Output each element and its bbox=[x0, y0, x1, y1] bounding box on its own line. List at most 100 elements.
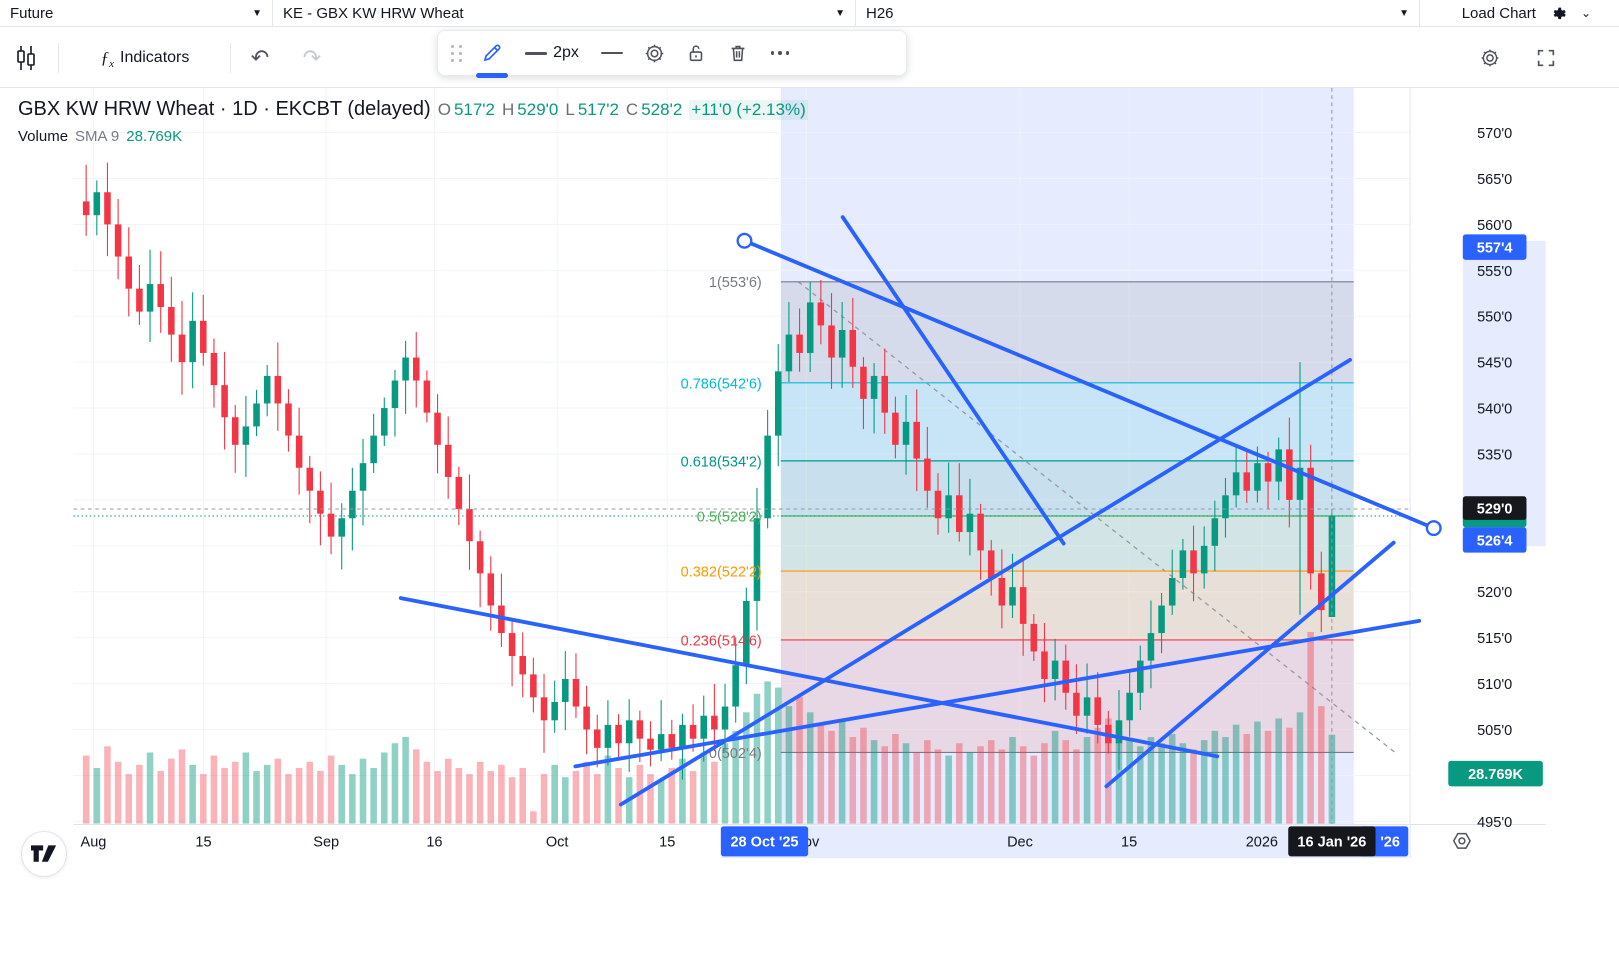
price-axis[interactable] bbox=[1410, 88, 1546, 890]
price-tick-label: 550'0 bbox=[1477, 310, 1512, 326]
volume-bar bbox=[136, 764, 143, 824]
chart-settings-gear-icon[interactable] bbox=[1550, 5, 1567, 22]
volume-bar bbox=[902, 743, 910, 824]
candle bbox=[828, 325, 835, 358]
price-badge-label: 557'4 bbox=[1477, 241, 1513, 257]
more-options-button[interactable] bbox=[760, 34, 800, 72]
volume-bar bbox=[1062, 740, 1070, 824]
price-badge-label: 28.769K bbox=[1468, 767, 1523, 783]
price-axis-badge bbox=[1462, 234, 1527, 260]
candle bbox=[104, 192, 111, 225]
price-tick-label: 535'0 bbox=[1477, 447, 1512, 463]
symbol-title[interactable]: GBX KW HRW Wheat · 1D · EKCBT (delayed) bbox=[18, 98, 431, 120]
volume-bar bbox=[668, 767, 676, 824]
candle bbox=[1168, 577, 1176, 606]
time-tick-label: 2026 bbox=[1246, 834, 1278, 850]
tradingview-logo[interactable] bbox=[21, 831, 67, 877]
drag-handle[interactable] bbox=[444, 34, 470, 72]
candle bbox=[753, 518, 761, 601]
volume-bar bbox=[1019, 746, 1027, 824]
volume-bar bbox=[1232, 724, 1240, 824]
price-axis-badge bbox=[1448, 760, 1543, 787]
redo-button[interactable]: ↷ bbox=[302, 44, 322, 70]
chevron-down-icon[interactable]: ⌄ bbox=[1580, 6, 1591, 20]
load-chart-button[interactable]: Load Chart bbox=[1461, 4, 1536, 22]
trendline[interactable] bbox=[1104, 540, 1396, 789]
indicators-button[interactable]: ƒx Indicators bbox=[100, 47, 190, 70]
price-tick-label: 510'0 bbox=[1477, 677, 1512, 693]
instrument-type-dropdown[interactable]: Future ▼ bbox=[0, 0, 272, 26]
divider bbox=[58, 43, 59, 73]
close-value: 528'2 bbox=[641, 100, 683, 119]
volume-bar bbox=[1264, 730, 1272, 824]
candle bbox=[711, 715, 718, 730]
delete-drawing-button[interactable] bbox=[718, 34, 758, 72]
undo-button[interactable]: ↶ bbox=[250, 44, 270, 70]
candle bbox=[274, 375, 282, 404]
trendline[interactable] bbox=[398, 596, 1220, 759]
volume-bar bbox=[924, 740, 931, 824]
tv-logo-icon bbox=[31, 845, 57, 862]
volume-bar bbox=[423, 761, 431, 824]
line-style-button[interactable] bbox=[592, 34, 632, 72]
volume-bar bbox=[817, 724, 825, 824]
volume-bar bbox=[1083, 737, 1091, 824]
price-tick-label: 570'0 bbox=[1477, 126, 1512, 142]
volume-bar bbox=[434, 771, 441, 824]
volume-bar bbox=[838, 721, 846, 824]
candle bbox=[412, 357, 420, 381]
candle bbox=[924, 458, 931, 491]
candle bbox=[838, 330, 846, 358]
chart-pane[interactable]: 1(553'6) 0.786(542'6) 0.618(534'2) 0.5(528'… bbox=[0, 88, 1619, 970]
symbol-dropdown[interactable]: KE - GBX KW HRW Wheat ▼ bbox=[273, 0, 855, 26]
trendline-handle[interactable] bbox=[1425, 520, 1442, 537]
candle bbox=[881, 375, 889, 413]
candle bbox=[1073, 692, 1080, 716]
volume-bar bbox=[785, 706, 793, 824]
candle bbox=[593, 729, 601, 748]
candle bbox=[402, 357, 409, 381]
volume-indicator-label[interactable]: Volume bbox=[18, 128, 69, 145]
candle bbox=[242, 426, 250, 445]
draw-pencil-button[interactable] bbox=[472, 34, 512, 78]
high-label: H bbox=[502, 100, 515, 119]
candle bbox=[1286, 449, 1293, 500]
settings-gear-icon[interactable] bbox=[1479, 43, 1501, 73]
candle bbox=[136, 288, 143, 312]
candle bbox=[178, 334, 186, 363]
candle bbox=[125, 256, 133, 289]
candle bbox=[860, 366, 867, 399]
candle bbox=[210, 352, 218, 386]
time-tick-label: 15 bbox=[659, 834, 675, 850]
candle bbox=[530, 674, 537, 698]
candle bbox=[168, 307, 175, 335]
trendline[interactable] bbox=[840, 215, 1066, 546]
price-axis-badge bbox=[1462, 527, 1527, 553]
volume-bar bbox=[657, 780, 665, 824]
volume-bar bbox=[679, 758, 686, 824]
fib-label: 0.236(514'6) bbox=[681, 633, 762, 649]
price-tick-label: 520'0 bbox=[1477, 585, 1512, 601]
candle bbox=[82, 201, 90, 216]
candle bbox=[892, 412, 899, 445]
volume-bar bbox=[104, 746, 111, 824]
candle bbox=[157, 284, 164, 308]
trendline-handle[interactable] bbox=[736, 232, 753, 249]
candle bbox=[1030, 623, 1038, 652]
axis-settings-hexagon-icon[interactable] bbox=[1452, 832, 1471, 849]
trendline[interactable] bbox=[618, 357, 1352, 807]
candle bbox=[1147, 633, 1155, 661]
fib-label: 0.382(522'2) bbox=[681, 565, 762, 581]
trendline[interactable] bbox=[573, 618, 1422, 769]
chart-canvas[interactable]: 1(553'6) 0.786(542'6) 0.618(534'2) 0.5(528'… bbox=[0, 88, 1619, 970]
candle bbox=[114, 224, 122, 257]
volume-bar bbox=[221, 767, 228, 824]
candlestick-style-button[interactable] bbox=[6, 27, 46, 88]
volume-bar bbox=[647, 774, 654, 824]
line-width-button[interactable]: 2px bbox=[514, 34, 590, 72]
fullscreen-icon[interactable] bbox=[1535, 43, 1557, 73]
lock-drawing-button[interactable] bbox=[676, 34, 716, 72]
drawing-settings-button[interactable] bbox=[634, 34, 674, 72]
contract-dropdown[interactable]: H26 ▼ bbox=[856, 0, 1419, 26]
trendline[interactable] bbox=[742, 238, 1436, 531]
